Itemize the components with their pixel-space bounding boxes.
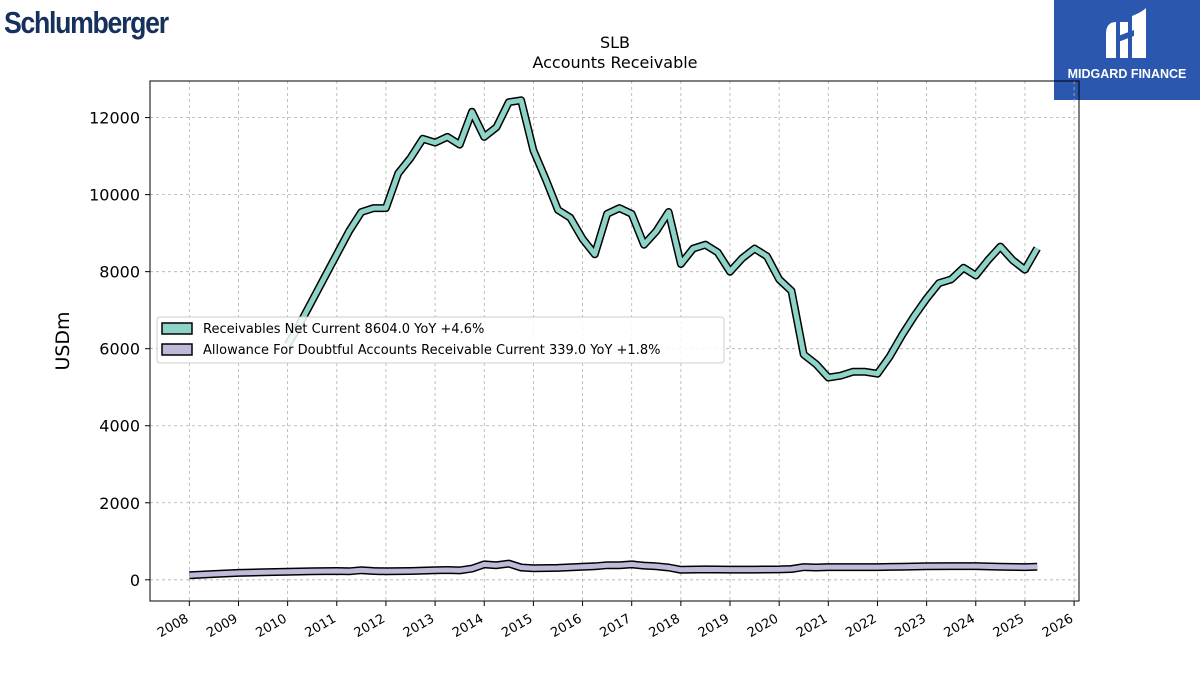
x-tick-label: 2015 [499, 611, 535, 641]
y-axis-label: USDm [52, 311, 74, 370]
allowance-doubtful-accounts-line [189, 561, 1038, 578]
x-tick-label: 2010 [253, 611, 289, 641]
x-tick-label: 2023 [892, 611, 928, 641]
legend: Receivables Net Current 8604.0 YoY +4.6%… [156, 316, 725, 364]
grid-lines [150, 81, 1079, 601]
midgard-mark-icon [1106, 8, 1146, 58]
y-tick-label: 0 [130, 571, 140, 590]
x-tick-label: 2014 [450, 611, 486, 641]
x-tick-label: 2012 [352, 611, 388, 641]
x-tick-label: 2021 [794, 611, 830, 641]
x-tick-label: 2009 [204, 611, 240, 641]
plot-frame [149, 80, 1080, 602]
midgard-finance-logo: MIDGARD FINANCE [1054, 0, 1200, 100]
x-tick-label: 2011 [303, 611, 339, 641]
legend-swatch-allowance [161, 343, 193, 356]
y-tick-label: 10000 [89, 186, 140, 205]
x-tick-label: 2022 [843, 611, 879, 641]
receivables-net-current-line [285, 97, 1040, 381]
midgard-finance-wordmark: MIDGARD FINANCE [1067, 67, 1187, 81]
y-tick-label: 6000 [99, 340, 140, 359]
y-axis: 0 2000 4000 6000 8000 10000 12000 [89, 109, 150, 590]
y-tick-label: 12000 [89, 109, 140, 128]
legend-swatch-receivables [161, 322, 193, 335]
schlumberger-logo: Schlumberger [4, 5, 169, 40]
x-tick-label: 2020 [745, 611, 781, 641]
x-tick-label: 2018 [647, 611, 683, 641]
x-tick-label: 2026 [1040, 611, 1076, 641]
x-tick-label: 2016 [548, 611, 584, 641]
chart-subtitle: Accounts Receivable [532, 53, 697, 72]
y-tick-label: 4000 [99, 417, 140, 436]
y-tick-label: 2000 [99, 494, 140, 513]
y-tick-label: 8000 [99, 263, 140, 282]
series-layer [189, 96, 1041, 580]
x-tick-label: 2008 [155, 611, 191, 641]
x-tick-label: 2024 [942, 611, 978, 641]
legend-label-receivables: Receivables Net Current 8604.0 YoY +4.6% [203, 322, 484, 337]
x-tick-label: 2013 [401, 611, 437, 641]
legend-box [156, 316, 725, 364]
x-tick-label: 2025 [991, 611, 1027, 641]
chart-title: SLB [600, 33, 630, 52]
x-tick-label: 2019 [696, 611, 732, 641]
x-axis: 2008 2009 2010 2011 2012 2013 2014 2015 2016 2017… [155, 601, 1076, 641]
legend-label-allowance: Allowance For Doubtful Accounts Receivab… [203, 343, 660, 358]
x-tick-label: 2017 [598, 611, 634, 641]
